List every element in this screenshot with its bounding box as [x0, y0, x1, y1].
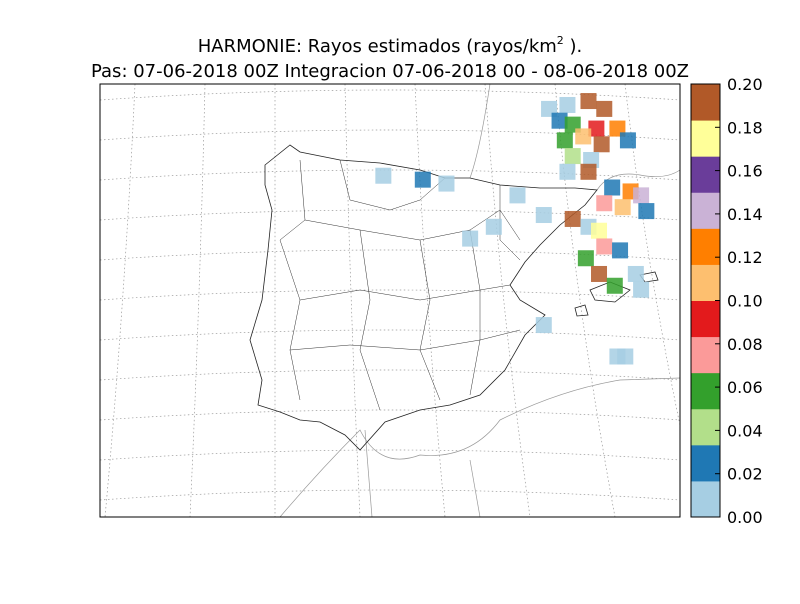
colorbar-swatch — [691, 192, 720, 229]
lightning-cell — [559, 96, 576, 113]
lightning-cell — [438, 175, 455, 192]
colorbar-tick-label: 0.12 — [727, 248, 763, 267]
colorbar-swatch — [691, 156, 720, 193]
colorbar — [691, 84, 720, 518]
lightning-cell — [414, 171, 431, 188]
lightning-cells — [375, 93, 655, 365]
lightning-cell — [591, 222, 608, 239]
lightning-cell — [633, 281, 650, 298]
lightning-cell — [619, 132, 636, 149]
lightning-cell — [593, 136, 610, 153]
lightning-cell — [551, 112, 568, 129]
lightning-cell — [575, 128, 592, 145]
lightning-cell — [588, 120, 605, 137]
title-superscript: 2 — [557, 34, 564, 47]
lightning-cell — [627, 265, 644, 282]
colorbar-tick-label: 0.02 — [727, 465, 763, 484]
internal-borders — [279, 159, 521, 411]
colorbar-swatch — [691, 228, 720, 265]
title: HARMONIE: Rayos estimados (rayos/km2 ). — [198, 34, 583, 57]
lightning-cell — [612, 242, 629, 259]
colorbar-tick-label: 0.00 — [727, 508, 763, 527]
colorbar-swatch — [691, 84, 720, 121]
colorbar-tick-label: 0.16 — [727, 162, 763, 181]
lightning-cell — [614, 199, 631, 216]
colorbar-swatch — [691, 336, 720, 374]
lightning-cell — [556, 132, 573, 149]
lightning-cell — [591, 265, 608, 282]
colorbar-swatch — [691, 372, 720, 410]
lightning-cell — [596, 195, 613, 212]
colorbar-tick-label: 0.04 — [727, 421, 763, 440]
lightning-cell — [485, 218, 502, 235]
colorbar-swatch — [691, 408, 720, 446]
lightning-cell — [535, 207, 552, 224]
lightning-cell — [638, 203, 655, 220]
colorbar-swatch — [691, 120, 720, 157]
colorbar-tick-label: 0.08 — [727, 335, 763, 354]
lightning-cell — [633, 187, 650, 204]
lightning-cell — [564, 148, 581, 165]
colorbar-tick-label: 0.20 — [727, 75, 763, 94]
map-area — [100, 84, 680, 517]
lightning-cell — [535, 317, 552, 334]
lightning-cell — [617, 348, 634, 365]
lightning-cell — [559, 163, 576, 180]
lightning-cell — [375, 167, 392, 184]
lightning-cell — [580, 93, 597, 110]
title-suffix: ). — [564, 36, 582, 57]
map-frame — [99, 83, 681, 518]
lightning-cell — [596, 100, 613, 117]
lightning-cell — [604, 179, 621, 196]
graticule — [100, 84, 680, 517]
colorbar-swatch — [691, 264, 720, 301]
colorbar-swatch — [691, 300, 720, 338]
iberia-coast — [249, 144, 598, 451]
colorbar-tick-label: 0.10 — [727, 292, 763, 311]
colorbar-swatch — [691, 480, 720, 518]
lightning-cell — [509, 187, 526, 204]
lightning-cell — [596, 238, 613, 255]
colorbar-tick-label: 0.18 — [727, 118, 763, 137]
lightning-cell — [462, 230, 479, 247]
lightning-cell — [606, 277, 623, 294]
colorbar-tick-label: 0.06 — [727, 378, 763, 397]
title-text: HARMONIE: Rayos estimados (rayos/km — [198, 36, 557, 57]
colorbar-tick-label: 0.14 — [727, 205, 763, 224]
lightning-cell — [577, 250, 594, 267]
colorbar-swatch — [691, 444, 720, 482]
lightning-cell — [580, 163, 597, 180]
lightning-cell — [564, 210, 581, 227]
subtitle: Pas: 07-06-2018 00Z Integracion 07-06-20… — [91, 61, 689, 82]
